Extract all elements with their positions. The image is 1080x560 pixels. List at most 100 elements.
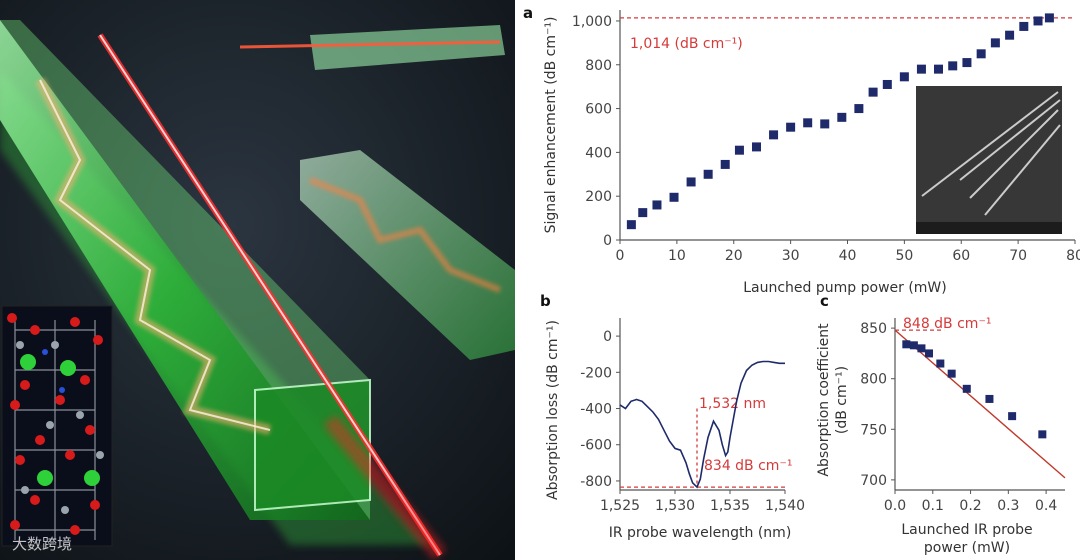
- y-tick-label: 850: [860, 321, 887, 337]
- data-point-c: [917, 344, 926, 353]
- x-tick-label: 0: [616, 248, 625, 264]
- data-point-a: [868, 87, 878, 97]
- y-ticks-b: 0 -200 -400 -600 -800: [580, 329, 620, 490]
- y-label-a: Signal enhancement (dB cm⁻¹): [543, 17, 559, 234]
- x-label-a: Launched pump power (mW): [743, 280, 947, 296]
- x-label-c-units: power (mW): [924, 540, 1010, 556]
- fit-line-c: [894, 329, 1066, 479]
- side-nanowire: [300, 150, 515, 360]
- data-point-a: [948, 61, 958, 71]
- chart-a: a 0 10 20 30 40 50 60 70 80 0 200 400 600 800 1,000 1…: [523, 4, 1080, 296]
- x-tick-label: 40: [839, 248, 857, 264]
- y-tick-label: -400: [580, 402, 612, 418]
- nanowire-illustration: [0, 0, 515, 560]
- data-point-c: [909, 341, 918, 350]
- data-point-a: [638, 208, 648, 218]
- x-ticks-b: 1,525 1,530 1,535 1,540: [600, 490, 805, 514]
- x-tick-label: 30: [782, 248, 800, 264]
- sem-inset: [916, 86, 1062, 234]
- y-tick-label: 700: [860, 473, 887, 489]
- y-ticks-a: 0 200 400 600 800 1,000: [572, 14, 620, 249]
- x-tick-label: 50: [895, 248, 913, 264]
- data-point-a: [786, 122, 796, 132]
- x-tick-label: 0.1: [922, 498, 944, 514]
- data-point-a: [990, 38, 1000, 48]
- data-point-a: [703, 169, 713, 179]
- data-point-a: [882, 79, 892, 89]
- y-tick-label: 0: [603, 329, 612, 345]
- data-point-a: [752, 142, 761, 152]
- x-tick-label: 10: [668, 248, 686, 264]
- data-point-a: [962, 58, 972, 68]
- x-tick-label: 1,530: [655, 498, 695, 514]
- data-point-a: [976, 49, 986, 59]
- data-point-a: [1044, 13, 1054, 23]
- annotation-a: 1,014 (dB cm⁻¹): [630, 36, 743, 52]
- annotation-b-loss: 834 dB cm⁻¹: [704, 458, 792, 474]
- x-tick-label: 1,540: [765, 498, 805, 514]
- data-point-a: [720, 159, 730, 169]
- y-label-b: Absorption loss (dB cm⁻¹): [545, 320, 561, 500]
- y-label-c-units: (dB cm⁻¹): [834, 366, 850, 434]
- x-ticks-a: 0 10 20 30 40 50 60 70 80: [616, 240, 1080, 264]
- y-tick-label: -600: [580, 438, 612, 454]
- data-point-a: [916, 64, 926, 74]
- data-point-a: [1019, 21, 1029, 31]
- data-point-a: [734, 145, 744, 155]
- data-point-c: [936, 359, 945, 368]
- x-label-b: IR probe wavelength (nm): [609, 525, 792, 541]
- x-tick-label: 70: [1009, 248, 1027, 264]
- y-label-c: Absorption coefficient: [816, 323, 832, 477]
- data-point-a: [686, 177, 696, 187]
- data-point-c: [925, 349, 933, 358]
- annotation-b-wavelength: 1,532 nm: [699, 396, 766, 412]
- x-label-c: Launched IR probe: [901, 522, 1032, 538]
- x-tick-label: 0.0: [884, 498, 906, 514]
- y-tick-label: 0: [603, 233, 612, 249]
- data-point-a: [837, 112, 847, 122]
- data-point-a: [854, 104, 864, 114]
- x-tick-label: 80: [1066, 248, 1080, 264]
- panel-label-b: b: [540, 292, 551, 310]
- y-tick-label: 800: [860, 372, 887, 388]
- panel-label-a: a: [523, 4, 533, 22]
- data-point-a: [769, 130, 779, 140]
- y-tick-label: 200: [585, 189, 612, 205]
- y-tick-label: 400: [585, 145, 612, 161]
- x-tick-label: 0.3: [997, 498, 1019, 514]
- crystal-structure-inset: [1, 305, 113, 547]
- data-point-a: [1033, 16, 1043, 26]
- data-point-c: [902, 340, 911, 349]
- x-tick-label: 1,525: [600, 498, 640, 514]
- y-tick-label: 600: [585, 102, 612, 118]
- chart-c: c 0.0 0.1 0.2 0.3 0.4 700 750 800 850 848 dB cm…: [816, 292, 1066, 556]
- x-tick-label: 1,535: [710, 498, 750, 514]
- data-point-a: [803, 118, 813, 128]
- y-tick-label: -800: [580, 474, 612, 490]
- x-tick-label: 60: [952, 248, 970, 264]
- y-tick-label: 750: [860, 422, 887, 438]
- data-point-a: [626, 220, 636, 230]
- y-tick-label: 1,000: [572, 14, 612, 30]
- panel-label-c: c: [820, 292, 829, 310]
- x-tick-label: 0.2: [959, 498, 981, 514]
- data-point-a: [1005, 30, 1015, 40]
- x-tick-label: 0.4: [1035, 498, 1057, 514]
- data-point-a: [899, 72, 909, 82]
- data-point-c: [985, 394, 994, 403]
- data-point-c: [1008, 412, 1017, 421]
- data-point-a: [669, 192, 679, 202]
- points-c: [902, 340, 1047, 439]
- y-ticks-c: 700 750 800 850: [860, 321, 895, 489]
- data-point-a: [652, 200, 662, 210]
- top-nanowire: [310, 25, 505, 70]
- x-ticks-c: 0.0 0.1 0.2 0.3 0.4: [884, 490, 1057, 514]
- annotation-c: 848 dB cm⁻¹: [903, 316, 991, 332]
- watermark: 大数跨境: [12, 535, 73, 553]
- chart-b: b 1,525 1,530 1,535 1,540 0 -200 -400 -600 -800…: [540, 292, 805, 541]
- series-line-b: [619, 360, 785, 489]
- data-point-c: [962, 384, 971, 393]
- points-a: [626, 13, 1054, 230]
- y-tick-label: -200: [580, 365, 612, 381]
- data-point-a: [934, 64, 943, 74]
